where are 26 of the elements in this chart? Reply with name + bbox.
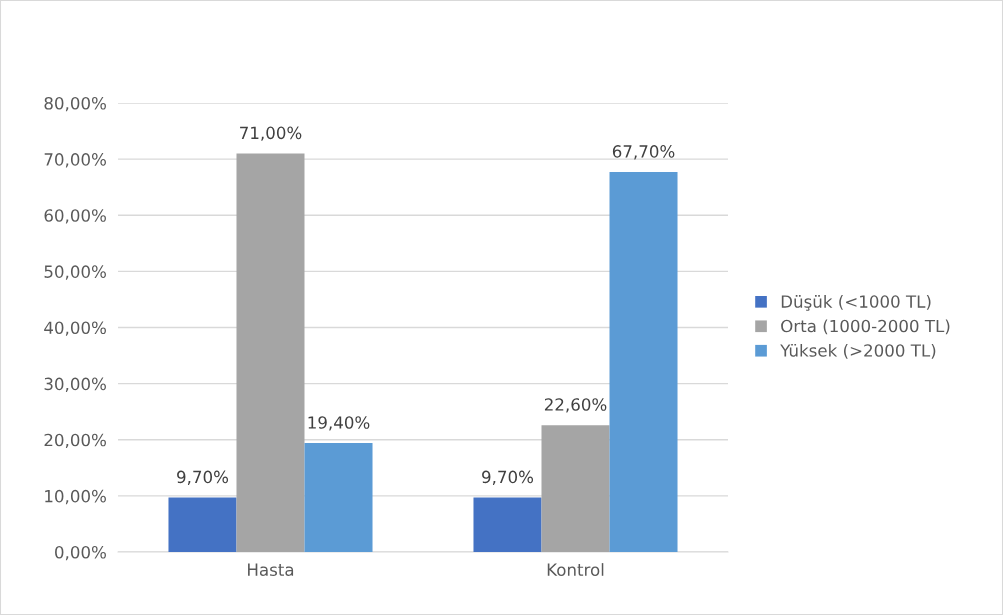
y-tick-label: 20,00%: [44, 433, 106, 449]
bar: [236, 153, 305, 552]
bar: [541, 425, 610, 552]
y-tick-label: 80,00%: [44, 96, 106, 112]
legend-label: Düşük (<1000 TL): [781, 294, 931, 311]
legend-label: Yüksek (>2000 TL): [780, 343, 936, 359]
y-tick-label: 30,00%: [44, 377, 106, 392]
legend-label: Orta (1000-2000 TL): [781, 319, 950, 335]
data-label: 19,40%: [308, 416, 370, 431]
y-tick-label: 40,00%: [44, 321, 106, 336]
x-tick-label: Kontrol: [547, 563, 604, 577]
bar: [304, 443, 373, 552]
y-tick-label: 10,00%: [45, 489, 106, 505]
data-label: 9,70%: [482, 470, 534, 485]
y-tick-label: 60,00%: [44, 209, 106, 224]
bar: [609, 172, 678, 552]
y-tick-label: 50,00%: [44, 265, 106, 280]
bar: [473, 497, 542, 552]
y-tick-label: 0,00%: [55, 545, 106, 561]
bar: [168, 497, 237, 552]
data-label: 22,60%: [544, 398, 607, 413]
x-tick-label: Hasta: [248, 563, 294, 577]
data-label: 71,00%: [240, 126, 302, 141]
data-label: 67,70%: [612, 145, 675, 160]
y-tick-label: 70,00%: [44, 153, 106, 168]
data-label: 9,70%: [177, 470, 229, 485]
